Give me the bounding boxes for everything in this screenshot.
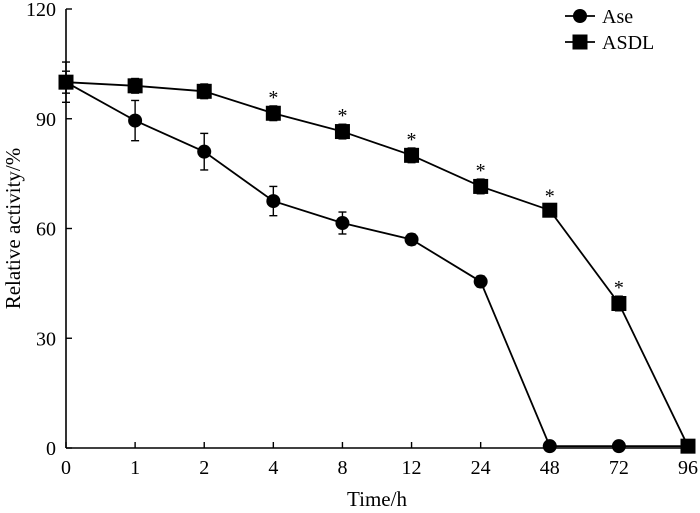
x-tick-label: 72 <box>609 457 629 479</box>
y-tick-label: 90 <box>36 109 56 131</box>
x-tick-label: 12 <box>402 457 422 479</box>
data-point <box>611 439 626 454</box>
data-point <box>542 202 558 218</box>
legend-label: Ase <box>602 6 633 28</box>
y-tick-label: 0 <box>46 438 56 460</box>
data-point <box>334 124 350 140</box>
x-tick-label: 48 <box>540 457 560 479</box>
legend-marker <box>572 34 588 50</box>
series-line <box>65 81 689 447</box>
x-tick-labels: 0 1 2 4 8 12 24 48 72 96 <box>61 457 698 479</box>
legend-item-ase: Ase <box>565 6 633 28</box>
significance-marker: * <box>476 160 486 182</box>
y-tick-label: 120 <box>26 0 56 21</box>
y-axis-label: Relative activity/% <box>1 148 25 310</box>
data-point <box>196 83 212 99</box>
series-line <box>65 81 688 448</box>
data-point <box>542 439 557 454</box>
data-point <box>197 144 212 159</box>
y-tick-label: 60 <box>36 219 56 241</box>
data-point <box>266 194 281 209</box>
data-point <box>680 438 696 454</box>
x-tick-label: 96 <box>678 457 698 479</box>
data-point <box>265 105 281 121</box>
series-layer <box>58 61 696 454</box>
significance-marker: * <box>407 129 417 151</box>
x-tick-label: 2 <box>199 457 209 479</box>
x-tick-label: 8 <box>337 457 347 479</box>
data-point <box>127 78 143 94</box>
data-point <box>58 74 74 90</box>
significance-marker: * <box>268 87 278 109</box>
legend-marker <box>573 9 587 23</box>
data-point <box>404 147 420 163</box>
legend: Ase ASDL <box>565 6 654 54</box>
y-tick-labels: 0 30 60 90 120 <box>26 0 56 460</box>
data-point <box>611 295 627 311</box>
x-tick-label: 1 <box>130 457 140 479</box>
legend-item-asdl: ASDL <box>565 32 654 54</box>
data-point <box>473 274 488 289</box>
legend-label: ASDL <box>602 32 654 54</box>
y-tick-label: 30 <box>36 328 56 350</box>
x-tick-label: 0 <box>61 457 71 479</box>
data-point <box>404 232 419 247</box>
x-axis-label: Time/h <box>347 487 407 511</box>
data-point <box>128 113 143 128</box>
data-point <box>473 178 489 194</box>
x-tick-label: 4 <box>268 457 278 479</box>
significance-markers: * * * * * * <box>268 87 624 299</box>
data-point <box>335 216 350 231</box>
significance-marker: * <box>545 186 555 208</box>
x-tick-label: 24 <box>471 457 491 479</box>
series-ase <box>59 61 695 454</box>
axes <box>65 8 689 449</box>
series-asdl <box>58 70 696 454</box>
significance-marker: * <box>337 105 347 127</box>
significance-marker: * <box>614 277 624 299</box>
